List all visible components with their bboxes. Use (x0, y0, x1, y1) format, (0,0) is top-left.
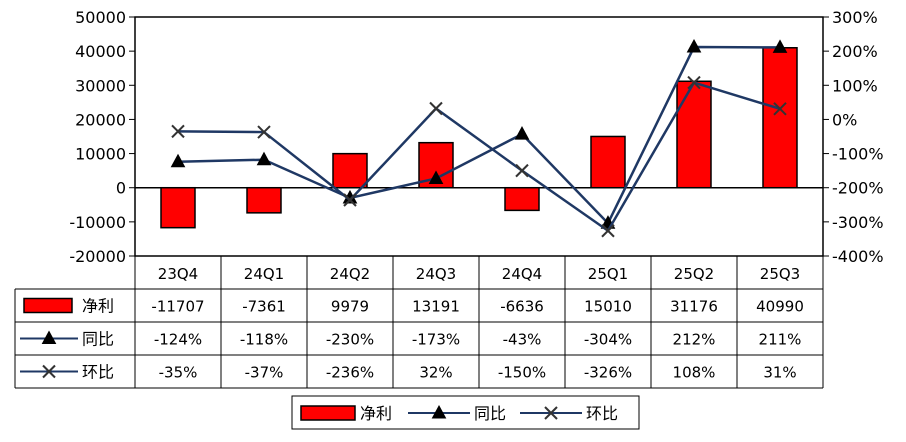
bar-25Q1 (590, 135, 626, 189)
table-cell: -173% (412, 331, 460, 349)
legend-key-x (544, 406, 558, 420)
table-cell: -150% (498, 364, 546, 382)
table-key-net-profit (23, 297, 73, 314)
table-cell: -304% (584, 331, 632, 349)
x-marker-stroke (343, 193, 357, 207)
bar-25Q3 (762, 47, 798, 189)
table-cell: 40990 (756, 298, 804, 316)
table-cell: -236% (326, 364, 374, 382)
legend-label: 环比 (586, 404, 618, 423)
legend-label: 净利 (360, 404, 392, 423)
table-key-triangle (41, 330, 57, 344)
category-label-24Q2: 24Q2 (330, 265, 370, 283)
x-marker-stroke (42, 364, 56, 379)
table-cell: -7361 (242, 298, 286, 316)
category-label-25Q2: 25Q2 (674, 265, 714, 283)
table-cell: -43% (503, 331, 542, 349)
table-cell: 31176 (670, 298, 718, 316)
table-key-x (42, 364, 56, 379)
bar-23Q4 (160, 186, 196, 229)
bar-24Q4 (504, 186, 540, 212)
left-axis-tick-label: 20000 (75, 110, 126, 129)
table-cell: 32% (419, 364, 452, 382)
table-cell: -118% (240, 331, 288, 349)
table-cell: 212% (673, 331, 716, 349)
table-series-name: 净利 (82, 297, 114, 316)
table-cell: 13191 (412, 298, 460, 316)
left-axis-tick-label: 30000 (75, 76, 126, 95)
yoy-point-24Q1 (256, 151, 272, 166)
right-axis-tick-label: -200% (832, 179, 884, 198)
qoq-point-25Q1 (601, 224, 615, 238)
qoq-point-24Q4 (515, 163, 529, 178)
x-marker-stroke (773, 102, 787, 116)
plot-area (134, 16, 824, 257)
legend-key-net-profit (300, 405, 356, 421)
x-marker-stroke (687, 75, 701, 90)
category-label-24Q4: 24Q4 (502, 265, 542, 283)
category-label-23Q4: 23Q4 (158, 265, 198, 283)
qoq-point-24Q3 (429, 101, 443, 116)
table-cell: -230% (326, 331, 374, 349)
right-axis-tick-label: 300% (832, 8, 878, 27)
table-cell: 9979 (331, 298, 369, 316)
x-marker-stroke (544, 406, 558, 420)
yoy-point-24Q3 (428, 170, 444, 184)
table-cell: 108% (673, 364, 716, 382)
table-cell: -35% (159, 364, 198, 382)
table-cell: 31% (763, 364, 796, 382)
right-axis-tick-label: 200% (832, 42, 878, 61)
category-label-24Q3: 24Q3 (416, 265, 456, 283)
x-marker-stroke (429, 101, 443, 116)
yoy-point-25Q2 (686, 38, 702, 53)
category-label-24Q1: 24Q1 (244, 265, 284, 283)
line-qoq (177, 81, 781, 233)
yoy-point-23Q4 (170, 153, 186, 168)
table-series-name: 环比 (82, 363, 114, 382)
table-cell: 15010 (584, 298, 632, 316)
left-axis-tick-label: 0 (116, 179, 126, 198)
table-cell: -326% (584, 364, 632, 382)
right-axis-tick-label: -400% (832, 247, 884, 266)
x-marker-stroke (515, 163, 529, 178)
qoq-point-25Q3 (773, 102, 787, 116)
bar-25Q2 (676, 80, 712, 189)
table-cell: -124% (154, 331, 202, 349)
left-axis-tick-label: 40000 (75, 42, 126, 61)
yoy-point-24Q4 (514, 126, 530, 140)
x-marker-stroke (171, 124, 185, 139)
right-axis-tick-label: -300% (832, 213, 884, 232)
table-cell: -6636 (500, 298, 544, 316)
table-cell: -11707 (151, 298, 204, 316)
left-axis-tick-label: 10000 (75, 145, 126, 164)
data-table (14, 256, 824, 389)
table-series-name: 同比 (82, 330, 114, 349)
left-axis-tick-label: -20000 (69, 247, 126, 266)
qoq-point-24Q2 (343, 193, 357, 207)
right-axis-tick-label: 0% (832, 110, 857, 129)
qoq-point-24Q1 (257, 125, 271, 139)
yoy-point-25Q3 (772, 39, 788, 53)
line-yoy (177, 45, 781, 226)
table-cell: -37% (245, 364, 284, 382)
qoq-point-25Q2 (687, 75, 701, 90)
table-cell: 211% (759, 331, 802, 349)
bar-24Q1 (246, 186, 282, 214)
left-axis-tick-label: 50000 (75, 8, 126, 27)
legend (291, 395, 640, 430)
qoq-point-23Q4 (171, 124, 185, 139)
x-marker-stroke (601, 224, 615, 238)
left-axis-tick-label: -10000 (69, 213, 126, 232)
legend-label: 同比 (474, 404, 506, 423)
category-label-25Q1: 25Q1 (588, 265, 628, 283)
category-label-25Q3: 25Q3 (760, 265, 800, 283)
x-marker-stroke (257, 125, 271, 139)
bar-24Q2 (332, 152, 368, 189)
right-axis-tick-label: -100% (832, 145, 884, 164)
legend-key-triangle (431, 404, 447, 419)
right-axis-tick-label: 100% (832, 76, 878, 95)
